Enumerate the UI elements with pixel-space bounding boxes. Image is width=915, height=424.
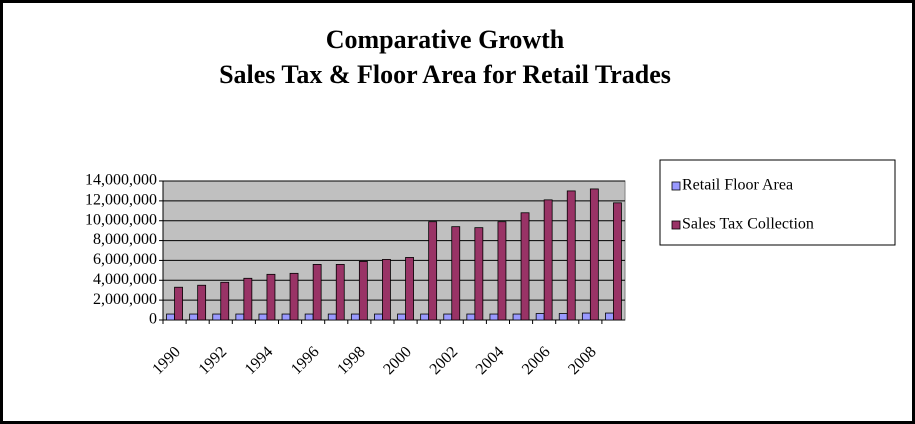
y-tick-label: 12,000,000: [85, 192, 157, 209]
bar: [428, 221, 438, 321]
bar: [543, 199, 553, 321]
plot-area: [162, 180, 626, 321]
y-tick-label: 2,000,000: [93, 291, 157, 308]
bar: [382, 259, 391, 321]
bar: [535, 313, 545, 321]
bar: [350, 313, 360, 321]
bar: [304, 313, 314, 321]
chart-subtitle: Sales Tax & Floor Area for Retail Trades: [219, 60, 671, 89]
y-tick-label: 14,000,000: [85, 172, 157, 189]
bar: [258, 313, 268, 321]
legend-swatch: [671, 181, 681, 191]
y-tick-label: 0: [149, 311, 157, 328]
bar: [220, 281, 230, 321]
bar: [613, 202, 622, 321]
bar: [512, 313, 522, 321]
bar: [605, 312, 614, 321]
y-tick-label: 4,000,000: [93, 271, 157, 288]
bar: [189, 313, 199, 321]
bar: [497, 221, 507, 321]
bar: [397, 313, 406, 321]
bar: [235, 313, 245, 321]
bar: [451, 226, 461, 321]
legend-swatch: [671, 220, 681, 230]
bar: [566, 190, 576, 321]
bar: [335, 263, 345, 321]
y-tick-label: 10,000,000: [85, 211, 157, 228]
bar: [489, 313, 499, 321]
bar: [589, 188, 599, 321]
bar: [166, 313, 175, 321]
y-tick-label: 6,000,000: [93, 251, 157, 268]
bar: [581, 312, 591, 321]
bar: [420, 313, 430, 321]
bar: [466, 313, 476, 321]
legend-box: [659, 159, 896, 246]
legend-label: Sales Tax Collection: [682, 216, 814, 233]
bar: [289, 272, 299, 321]
bar: [520, 212, 530, 321]
bar: [327, 313, 337, 321]
bar: [405, 257, 414, 321]
bar: [197, 284, 207, 321]
y-tick-label: 8,000,000: [93, 231, 157, 248]
bar: [243, 277, 253, 321]
bar: [266, 273, 276, 321]
bar: [443, 313, 453, 321]
bar: [212, 313, 222, 321]
bar: [174, 286, 183, 321]
legend-label: Retail Floor Area: [682, 177, 793, 194]
chart-title: Comparative Growth: [326, 25, 565, 54]
bar: [374, 313, 383, 321]
bar: [281, 313, 291, 321]
bar: [558, 313, 568, 321]
bar: [474, 227, 484, 321]
bar: [312, 263, 322, 321]
bar: [358, 261, 368, 321]
